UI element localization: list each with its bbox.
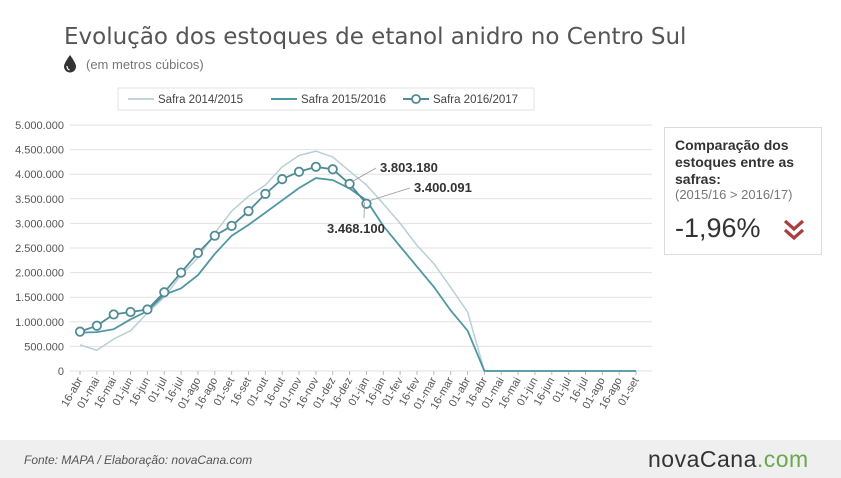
series-3-point <box>327 164 338 175</box>
annotation-label: 3.468.100 <box>327 221 385 236</box>
legend-box <box>117 87 535 111</box>
legend-label: Safra 2016/2017 <box>433 94 518 106</box>
y-tick-label: 1.000.000 <box>15 317 64 329</box>
series-3-point <box>226 220 237 231</box>
y-tick-label: 4.500.000 <box>15 145 64 157</box>
logo-tld: com <box>763 446 809 472</box>
y-tick-label: 2.000.000 <box>15 268 64 280</box>
annotation-label: 3.400.091 <box>414 180 472 195</box>
series-3-point <box>361 198 372 209</box>
y-tick-label: 2.500.000 <box>15 243 64 255</box>
water-drop-icon <box>64 55 76 73</box>
y-tick-label: 5.000.000 <box>15 120 64 132</box>
comparison-panel: Comparação dos estoques entre as safras:… <box>664 127 822 255</box>
logo-main: novaCana <box>648 446 757 472</box>
series-3-point <box>108 309 119 320</box>
annotation-leader <box>369 187 411 202</box>
y-tick-label: 3.500.000 <box>15 194 64 206</box>
series-3-point <box>74 326 86 337</box>
series-3-point <box>91 320 102 331</box>
comparison-title: Comparação dos estoques entre as safras: <box>675 137 795 187</box>
y-tick-label: 3.000.000 <box>15 218 64 230</box>
series-3-point <box>142 304 153 315</box>
logo-dot: . <box>756 446 764 472</box>
footer-source: Fonte: MAPA / Elaboração: novaCana.com <box>24 453 253 467</box>
annotation-label: 3.803.180 <box>380 160 438 175</box>
series-3-point <box>192 247 204 259</box>
legend-label: Safra 2015/2016 <box>301 94 386 106</box>
novacana-logo[interactable]: novaCana.com <box>648 446 809 473</box>
double-chevron-down-icon <box>783 219 805 241</box>
series-line-3 <box>79 165 368 333</box>
line-chart: 0 500.000 1.000.000 1.500.000 2.000.000 2.500… <box>15 87 652 412</box>
legend-marker <box>411 94 421 104</box>
annotation-leader <box>351 167 377 183</box>
series-3-point <box>293 166 305 177</box>
series-line-2 <box>79 177 637 372</box>
comparison-detail: (2015/16 > 2016/17) <box>675 187 793 202</box>
series-line-1 <box>79 150 637 372</box>
y-tick-label: 4.000.000 <box>15 169 64 181</box>
series-3-point <box>243 206 254 217</box>
y-tick-label: 500.000 <box>24 341 64 353</box>
series-3-point <box>159 287 170 298</box>
series-3-point <box>310 161 321 172</box>
legend-label: Safra 2014/2015 <box>158 94 243 106</box>
series-3-point <box>125 306 136 318</box>
series-3-point <box>209 230 220 241</box>
chart-subtitle: (em metros cúbicos) <box>86 57 204 72</box>
series-3-point <box>176 267 187 278</box>
chart-title: Evolução dos estoques de etanol anidro n… <box>64 24 687 50</box>
series-3-point <box>277 174 288 185</box>
y-tick-label: 0 <box>58 366 64 378</box>
comparison-value: -1,96% <box>675 213 761 243</box>
y-tick-label: 1.500.000 <box>15 292 64 304</box>
series-3-point <box>260 188 271 199</box>
